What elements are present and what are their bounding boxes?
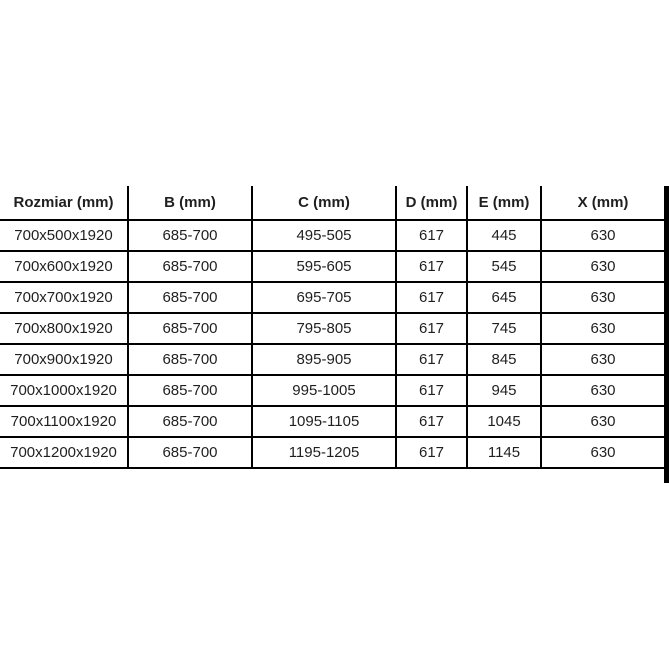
column-header-e: E (mm) <box>466 186 542 221</box>
cell-b: 685-700 <box>127 250 253 283</box>
cell-c: 695-705 <box>251 281 397 314</box>
table-row: 700x900x1920 685-700 895-905 617 845 630 <box>0 343 664 376</box>
cell-b: 685-700 <box>127 374 253 407</box>
dimensions-table: Rozmiar (mm) B (mm) C (mm) D (mm) E (mm)… <box>0 186 664 469</box>
right-edge-bar <box>664 186 669 483</box>
cell-e: 645 <box>466 281 542 314</box>
cell-d: 617 <box>395 436 468 469</box>
column-header-rozmiar: Rozmiar (mm) <box>0 186 129 221</box>
table-row: 700x1100x1920 685-700 1095-1105 617 1045… <box>0 405 664 438</box>
dimensions-table-wrap: Rozmiar (mm) B (mm) C (mm) D (mm) E (mm)… <box>0 186 669 483</box>
cell-e: 1145 <box>466 436 542 469</box>
cell-d: 617 <box>395 250 468 283</box>
cell-c: 895-905 <box>251 343 397 376</box>
cell-b: 685-700 <box>127 343 253 376</box>
cell-d: 617 <box>395 219 468 252</box>
cell-x: 630 <box>540 436 664 469</box>
column-header-x: X (mm) <box>540 186 664 221</box>
table-row: 700x1200x1920 685-700 1195-1205 617 1145… <box>0 436 664 469</box>
cell-e: 545 <box>466 250 542 283</box>
cell-b: 685-700 <box>127 219 253 252</box>
cell-c: 795-805 <box>251 312 397 345</box>
cell-c: 1195-1205 <box>251 436 397 469</box>
cell-x: 630 <box>540 312 664 345</box>
cell-e: 745 <box>466 312 542 345</box>
cell-rozmiar: 700x600x1920 <box>0 250 129 283</box>
column-header-c: C (mm) <box>251 186 397 221</box>
cell-b: 685-700 <box>127 405 253 438</box>
cell-d: 617 <box>395 405 468 438</box>
cell-c: 1095-1105 <box>251 405 397 438</box>
cell-x: 630 <box>540 219 664 252</box>
cell-x: 630 <box>540 374 664 407</box>
cell-x: 630 <box>540 405 664 438</box>
cell-e: 845 <box>466 343 542 376</box>
cell-rozmiar: 700x900x1920 <box>0 343 129 376</box>
column-header-d: D (mm) <box>395 186 468 221</box>
cell-c: 495-505 <box>251 219 397 252</box>
cell-rozmiar: 700x1100x1920 <box>0 405 129 438</box>
cell-b: 685-700 <box>127 312 253 345</box>
cell-c: 995-1005 <box>251 374 397 407</box>
cell-d: 617 <box>395 312 468 345</box>
cell-rozmiar: 700x1000x1920 <box>0 374 129 407</box>
cell-x: 630 <box>540 281 664 314</box>
cell-rozmiar: 700x500x1920 <box>0 219 129 252</box>
cell-x: 630 <box>540 250 664 283</box>
cell-b: 685-700 <box>127 281 253 314</box>
cell-b: 685-700 <box>127 436 253 469</box>
cell-d: 617 <box>395 343 468 376</box>
cell-e: 445 <box>466 219 542 252</box>
column-header-b: B (mm) <box>127 186 253 221</box>
cell-c: 595-605 <box>251 250 397 283</box>
table-row: 700x800x1920 685-700 795-805 617 745 630 <box>0 312 664 345</box>
cell-rozmiar: 700x700x1920 <box>0 281 129 314</box>
table-row: 700x600x1920 685-700 595-605 617 545 630 <box>0 250 664 283</box>
table-row: 700x1000x1920 685-700 995-1005 617 945 6… <box>0 374 664 407</box>
cell-rozmiar: 700x1200x1920 <box>0 436 129 469</box>
table-row: 700x700x1920 685-700 695-705 617 645 630 <box>0 281 664 314</box>
cell-rozmiar: 700x800x1920 <box>0 312 129 345</box>
header-row: Rozmiar (mm) B (mm) C (mm) D (mm) E (mm)… <box>0 186 664 221</box>
cell-d: 617 <box>395 374 468 407</box>
cell-x: 630 <box>540 343 664 376</box>
cell-e: 945 <box>466 374 542 407</box>
table-row: 700x500x1920 685-700 495-505 617 445 630 <box>0 219 664 252</box>
cell-e: 1045 <box>466 405 542 438</box>
cell-d: 617 <box>395 281 468 314</box>
